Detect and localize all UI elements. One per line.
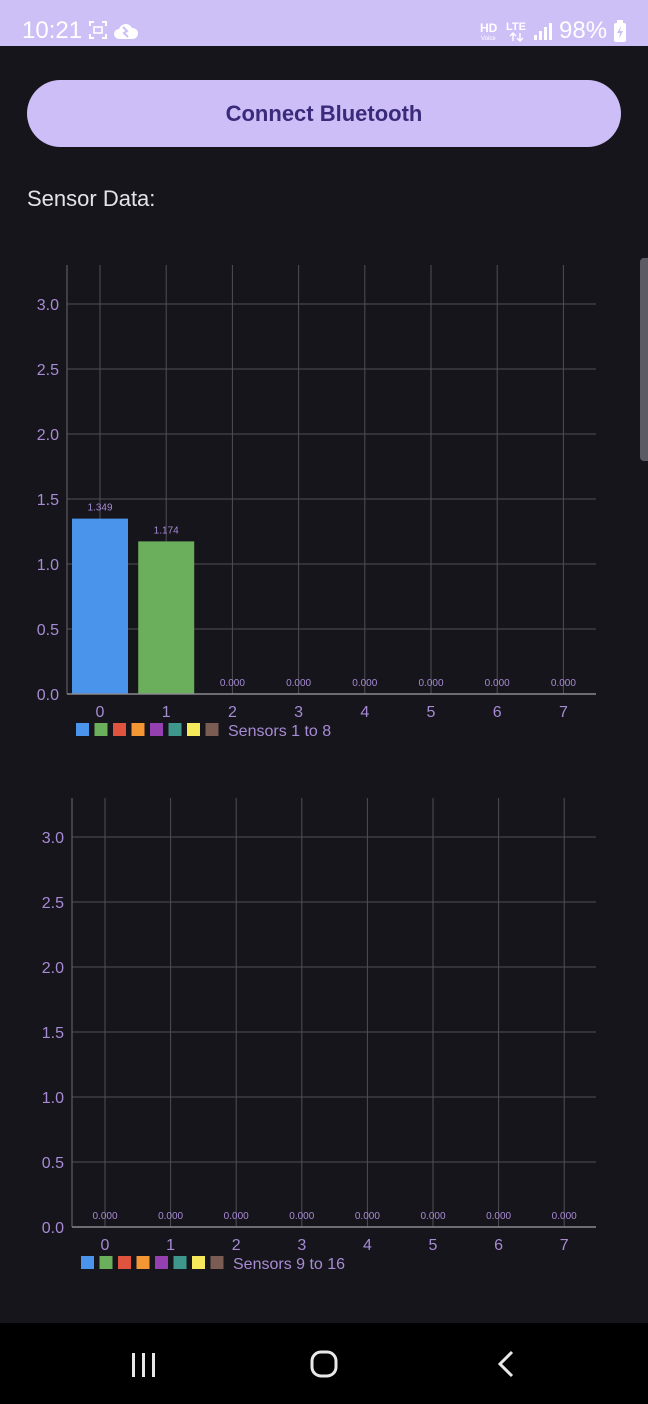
hd-voice-icon: HD Voice bbox=[480, 21, 498, 42]
data-value-label: 0.000 bbox=[355, 1211, 380, 1222]
data-value-label: 0.000 bbox=[158, 1211, 183, 1222]
legend-swatch bbox=[94, 723, 108, 736]
y-tick-label: 0.0 bbox=[42, 1220, 64, 1237]
data-value-label: 0.000 bbox=[224, 1211, 249, 1222]
data-value-label: 0.000 bbox=[352, 678, 377, 689]
legend-swatch bbox=[187, 723, 200, 736]
y-tick-label: 2.5 bbox=[37, 362, 59, 379]
data-value-label: 0.000 bbox=[92, 1211, 117, 1222]
legend-swatch bbox=[155, 1256, 168, 1269]
back-icon[interactable] bbox=[490, 1349, 522, 1381]
legend-swatch bbox=[173, 1256, 187, 1269]
data-value-label: 1.349 bbox=[87, 503, 112, 514]
legend-swatch bbox=[113, 723, 126, 736]
svg-text:HD: HD bbox=[480, 21, 498, 35]
data-value-label: 0.000 bbox=[289, 1211, 314, 1222]
x-tick-label: 5 bbox=[429, 1237, 438, 1254]
sensors-9-16-chart: 0.0 0.5 1.0 1.5 2.0 2.5 3.0 0.000 0.000 0.000 0.00… bbox=[42, 798, 596, 1273]
legend-swatch bbox=[118, 1256, 131, 1269]
legend-swatch bbox=[131, 723, 145, 736]
recent-apps-icon[interactable] bbox=[124, 1350, 164, 1380]
y-tick-label: 3.0 bbox=[37, 297, 59, 314]
legend-swatch bbox=[150, 723, 163, 736]
x-tick-label: 7 bbox=[560, 1237, 569, 1254]
legend-swatch bbox=[99, 1256, 113, 1269]
y-tick-label: 3.0 bbox=[42, 830, 64, 847]
legend-swatch bbox=[76, 723, 89, 736]
screenshot-icon bbox=[89, 21, 107, 39]
x-tick-label: 2 bbox=[228, 704, 237, 721]
data-value-label: 0.000 bbox=[486, 1211, 511, 1222]
signal-icon bbox=[534, 23, 552, 40]
legend-swatch bbox=[168, 723, 182, 736]
legend-swatch bbox=[136, 1256, 150, 1269]
y-tick-label: 2.0 bbox=[37, 427, 59, 444]
x-tick-label: 2 bbox=[232, 1237, 241, 1254]
connect-bluetooth-button[interactable]: Connect Bluetooth bbox=[27, 80, 621, 147]
y-tick-label: 2.0 bbox=[42, 960, 64, 977]
x-tick-label: 3 bbox=[297, 1237, 306, 1254]
y-tick-label: 1.5 bbox=[37, 492, 59, 509]
data-value-label: 1.174 bbox=[154, 525, 179, 536]
navigation-bar bbox=[0, 1323, 648, 1404]
lte-icon: LTE bbox=[506, 21, 526, 42]
y-tick-label: 0.5 bbox=[42, 1155, 64, 1172]
x-tick-label: 6 bbox=[493, 704, 502, 721]
data-value-label: 0.000 bbox=[552, 1211, 577, 1222]
y-tick-label: 2.5 bbox=[42, 895, 64, 912]
x-tick-label: 4 bbox=[360, 704, 369, 721]
bar bbox=[138, 541, 195, 694]
legend-label: Sensors 9 to 16 bbox=[233, 1256, 345, 1273]
svg-text:Voice: Voice bbox=[481, 36, 496, 42]
status-time: 10:21 bbox=[22, 17, 83, 44]
legend-swatch bbox=[205, 723, 219, 736]
data-value-label: 0.000 bbox=[420, 1211, 445, 1222]
y-tick-label: 0.0 bbox=[37, 687, 59, 704]
status-bar: 10:21 HD Voice LTE 98% bbox=[0, 0, 648, 46]
y-tick-label: 1.5 bbox=[42, 1025, 64, 1042]
x-tick-label: 0 bbox=[96, 704, 105, 721]
sensor-data-label: Sensor Data: bbox=[27, 186, 156, 211]
data-value-label: 0.000 bbox=[220, 678, 245, 689]
svg-text:LTE: LTE bbox=[506, 21, 526, 33]
y-tick-label: 1.0 bbox=[37, 557, 59, 574]
legend-swatch bbox=[81, 1256, 94, 1269]
x-tick-label: 7 bbox=[559, 704, 568, 721]
data-value-label: 0.000 bbox=[286, 678, 311, 689]
x-tick-label: 6 bbox=[494, 1237, 503, 1254]
x-tick-label: 3 bbox=[294, 704, 303, 721]
x-tick-label: 0 bbox=[101, 1237, 110, 1254]
x-tick-label: 5 bbox=[427, 704, 436, 721]
x-tick-label: 1 bbox=[162, 704, 171, 721]
battery-percentage: 98% bbox=[559, 17, 608, 44]
x-tick-label: 4 bbox=[363, 1237, 372, 1254]
legend-swatch bbox=[192, 1256, 205, 1269]
data-value-label: 0.000 bbox=[551, 678, 576, 689]
data-value-label: 0.000 bbox=[485, 678, 510, 689]
cloud-icon bbox=[114, 24, 139, 39]
legend-swatch bbox=[210, 1256, 224, 1269]
sensors-1-8-chart: 0.0 0.5 1.0 1.5 2.0 2.5 3.0 1.349 1.174 0.000 0.00… bbox=[37, 265, 596, 740]
data-value-label: 0.000 bbox=[418, 678, 443, 689]
y-tick-label: 1.0 bbox=[42, 1090, 64, 1107]
legend-label: Sensors 1 to 8 bbox=[228, 723, 331, 740]
home-icon[interactable] bbox=[306, 1349, 342, 1381]
scroll-indicator[interactable] bbox=[640, 258, 648, 461]
y-tick-label: 0.5 bbox=[37, 622, 59, 639]
bar bbox=[72, 518, 128, 694]
x-tick-label: 1 bbox=[166, 1237, 175, 1254]
battery-charging-icon bbox=[614, 20, 626, 42]
